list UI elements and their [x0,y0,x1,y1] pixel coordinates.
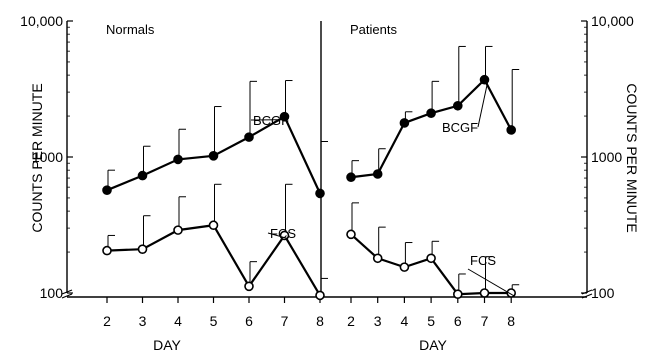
series-label: BCGF [442,120,478,135]
data-point-open [173,225,183,235]
series-label: FCS [270,226,296,241]
x-tick-label: 2 [103,313,111,329]
data-point-filled [346,172,356,183]
series-leader-line [477,82,488,128]
x-tick-label: 5 [427,313,435,329]
data-point-filled [479,74,490,85]
series-leader-line [467,268,515,297]
data-point-filled [279,111,290,122]
data-point-filled [399,118,410,128]
data-point-filled [426,108,436,118]
chart-frame: 10,000 10,000 1000 1000 100 100 [20,13,634,301]
y-tick-label-right: 1000 [591,149,622,165]
data-point-filled [452,100,463,111]
x-tick-label: 3 [139,313,147,329]
x-axis-title-normals: DAY [153,337,181,353]
data-point-filled [244,132,254,142]
data-point-open [479,288,490,298]
y-tick-label-left: 1000 [32,149,63,165]
data-point-open [452,289,463,299]
data-point-open [346,229,356,240]
series-leader-line [267,232,288,239]
x-tick-label: 5 [210,313,218,329]
panel-normals: Normals 2 3 4 5 6 7 8 BCGF FCS [102,22,328,329]
x-tick-label: 6 [245,313,253,329]
x-tick-label: 4 [174,313,182,329]
x-tick-label: 4 [401,313,409,329]
data-point-open [399,262,410,272]
y-tick-label-left: 100 [40,285,64,301]
data-point-open [372,253,383,264]
series-label: FCS [470,253,496,268]
data-point-filled [315,188,325,199]
data-point-open [315,290,325,301]
panel-patients: Patients 2 3 4 5 6 7 8 BCGF FCS [346,22,520,329]
data-point-open [426,253,436,264]
data-point-open [244,281,254,292]
series-label: BCGF [253,113,289,128]
x-tick-label: 6 [454,313,462,329]
x-axis-title-patients: DAY [419,337,447,353]
x-tick-label: 8 [507,313,515,329]
y-axis-title-right: COUNTS PER MINUTE [624,83,640,232]
data-point-filled [208,151,219,161]
x-tick-label: 7 [481,313,489,329]
data-point-filled [173,154,183,165]
panel-title: Patients [350,22,397,37]
data-point-filled [137,170,148,181]
data-point-filled [372,169,383,179]
data-point-open [208,220,219,231]
y-tick-label-left: 10,000 [20,13,63,29]
series-line-bcgf [350,77,513,179]
panel-title: Normals [106,22,155,37]
y-tick-label-right: 10,000 [591,13,634,29]
x-tick-label: 2 [347,313,355,329]
y-tick-label-right: 100 [591,285,615,301]
x-tick-label: 8 [316,313,324,329]
y-axis-title-left: COUNTS PER MINUTE [29,83,45,232]
data-point-open [137,244,148,254]
data-point-open [102,245,112,256]
x-tick-label: 3 [374,313,382,329]
axis-break-left [61,289,73,299]
data-point-filled [102,185,112,196]
x-tick-label: 7 [281,313,289,329]
data-point-filled [506,125,517,135]
